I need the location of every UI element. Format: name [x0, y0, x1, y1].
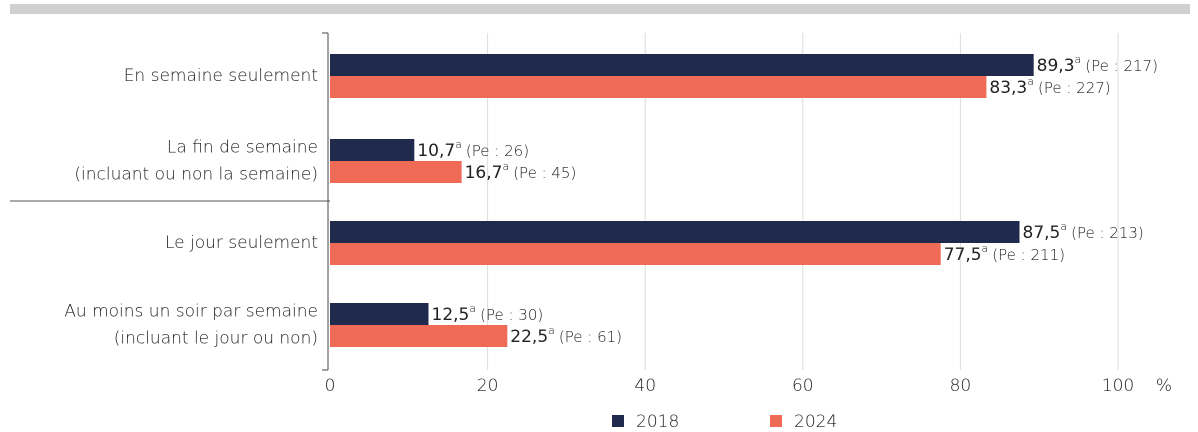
value-note: (Pe : 61) [559, 328, 622, 346]
x-tick-label: 40 [634, 376, 656, 396]
legend-swatch [612, 415, 624, 427]
value-label: 83,3 [989, 78, 1027, 98]
category-label: En semaine seulement [124, 66, 318, 86]
category-label: La fin de semaine [167, 138, 318, 158]
x-unit: % [1156, 376, 1172, 396]
value-label: 89,3 [1037, 56, 1075, 76]
data-label: 16,7a (Pe : 45) [465, 160, 577, 183]
value-note: (Pe : 213) [1071, 224, 1144, 242]
data-label: 87,5a (Pe : 213) [1023, 220, 1144, 243]
value-label: 10,7 [417, 141, 455, 161]
data-label: 10,7a (Pe : 26) [417, 138, 529, 161]
value-note: (Pe : 227) [1038, 79, 1111, 97]
value-superscript: a [1060, 220, 1067, 233]
value-label: 12,5 [432, 305, 470, 325]
bar [330, 76, 987, 98]
bar [330, 54, 1034, 76]
value-note: (Pe : 211) [992, 246, 1065, 264]
value-superscript: a [1075, 53, 1082, 66]
value-note: (Pe : 26) [466, 142, 529, 160]
x-tick-label: 60 [792, 376, 814, 396]
value-superscript: a [469, 302, 476, 315]
bar [330, 303, 429, 325]
data-label: 12,5a (Pe : 30) [432, 302, 544, 325]
data-label: 83,3a (Pe : 227) [989, 75, 1110, 98]
value-note: (Pe : 45) [513, 164, 576, 182]
data-label: 89,3a (Pe : 217) [1037, 53, 1158, 76]
value-superscript: a [1027, 75, 1034, 88]
category-label: Le jour seulement [165, 233, 318, 253]
value-note: (Pe : 217) [1085, 57, 1158, 75]
bar [330, 221, 1020, 243]
legend-label: 2018 [636, 412, 679, 432]
category-label: Au moins un soir par semaine [64, 302, 318, 322]
category-label: (incluant ou non la semaine) [74, 165, 318, 185]
bar [330, 139, 415, 161]
bar [330, 161, 462, 183]
value-superscript: a [455, 138, 462, 151]
x-tick-label: 0 [325, 376, 336, 396]
x-tick-label: 80 [950, 376, 972, 396]
value-superscript: a [502, 160, 509, 173]
value-label: 87,5 [1023, 223, 1061, 243]
value-note: (Pe : 30) [480, 306, 543, 324]
legend-swatch [770, 415, 782, 427]
value-superscript: a [548, 324, 555, 337]
x-tick-label: 20 [477, 376, 499, 396]
x-tick-label: 100 [1102, 376, 1134, 396]
legend-label: 2024 [794, 412, 837, 432]
value-superscript: a [982, 242, 989, 255]
category-label: (incluant le jour ou non) [114, 329, 318, 349]
bar [330, 325, 508, 347]
bar [330, 243, 941, 265]
value-label: 77,5 [944, 245, 982, 265]
value-label: 16,7 [465, 163, 503, 183]
data-label: 22,5a (Pe : 61) [510, 324, 622, 347]
value-label: 22,5 [510, 327, 548, 347]
top-band [10, 4, 1190, 14]
data-label: 77,5a (Pe : 211) [944, 242, 1065, 265]
